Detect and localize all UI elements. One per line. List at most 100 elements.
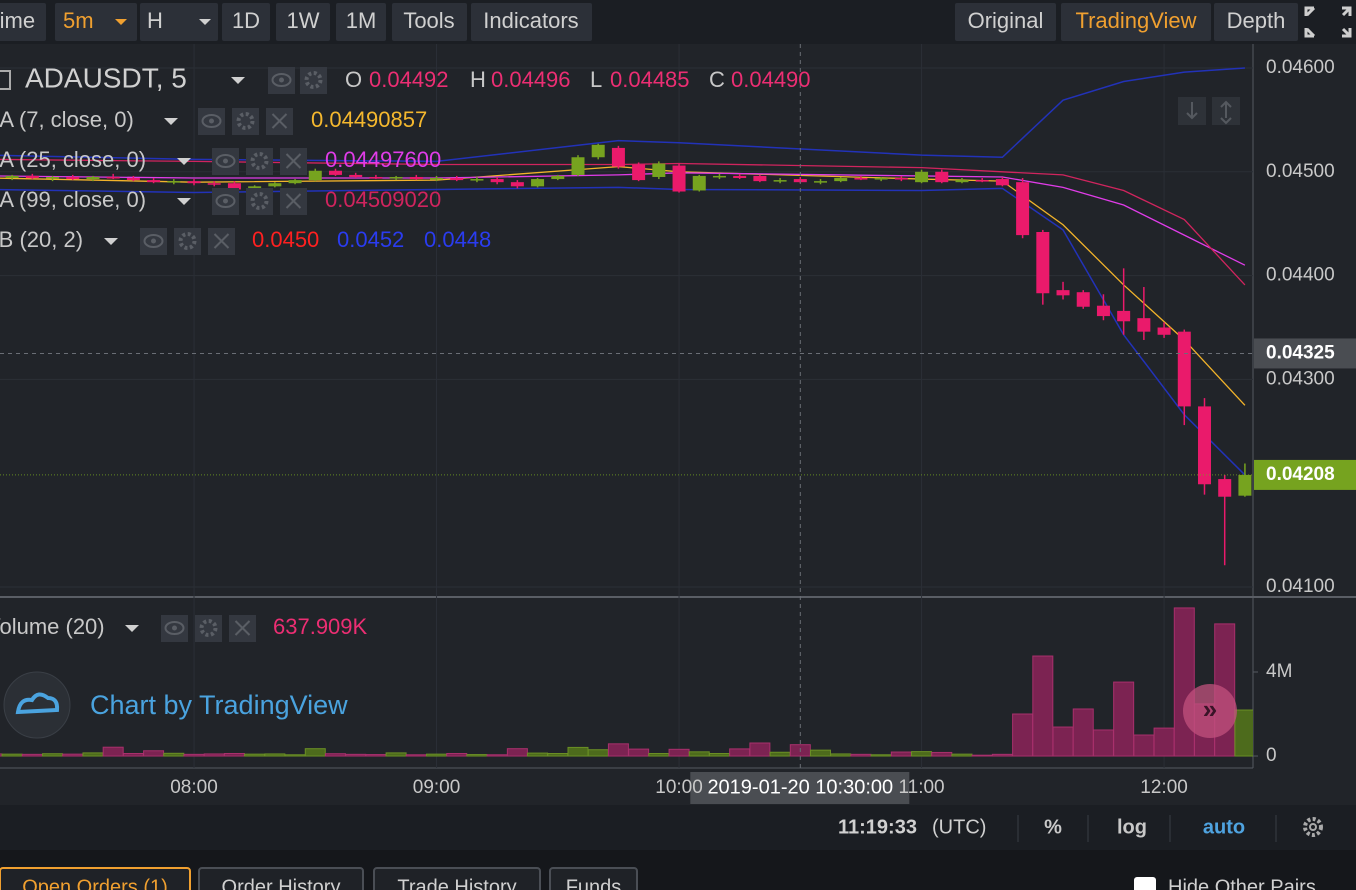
- toolbar-label[interactable]: H: [147, 8, 163, 33]
- hide-pairs-label[interactable]: Hide Other Pairs: [1168, 876, 1316, 890]
- volume-bar: [1012, 713, 1034, 757]
- toolbar-button[interactable]: [222, 3, 270, 41]
- gear-icon: [199, 619, 218, 637]
- legend-button[interactable]: [300, 67, 327, 94]
- candle-body: [611, 147, 625, 167]
- candle-body: [490, 179, 504, 183]
- legend-button[interactable]: [246, 148, 273, 175]
- tab-label[interactable]: Trade History: [397, 876, 516, 890]
- candle-body: [1177, 331, 1191, 407]
- toolbar-label[interactable]: Indicators: [483, 8, 578, 33]
- candle-body: [975, 180, 989, 182]
- y-tick-label: 0.04300: [1266, 368, 1335, 389]
- tab[interactable]: [0, 867, 191, 890]
- dropdown-arrow[interactable]: [177, 198, 191, 205]
- clock: 11:19:33: [838, 816, 917, 838]
- toolbar-button[interactable]: [955, 3, 1056, 41]
- x-tick-label: 10:00: [655, 777, 703, 798]
- candle-body: [531, 179, 545, 187]
- gear-icon: [250, 152, 269, 170]
- crosshair-price-box: [1254, 338, 1356, 369]
- indicator-value: 0.0450: [252, 227, 319, 252]
- legend-button[interactable]: [246, 188, 273, 215]
- symbol: ADAUSDT, 5: [25, 62, 187, 93]
- candle-body: [288, 180, 302, 184]
- dropdown-arrow[interactable]: [231, 77, 245, 84]
- toolbar-button[interactable]: [140, 3, 218, 41]
- tab[interactable]: [549, 867, 638, 890]
- volume-bar: [890, 751, 912, 757]
- candle-body: [66, 176, 80, 180]
- toolbar-label[interactable]: Depth: [1227, 8, 1286, 33]
- toolbar-button[interactable]: [1061, 3, 1211, 41]
- toolbar-label[interactable]: 1D: [232, 8, 260, 33]
- scale-toggle[interactable]: auto: [1203, 816, 1245, 838]
- volume-bar: [971, 754, 993, 757]
- watermark[interactable]: Chart by TradingView: [90, 690, 348, 720]
- legend-button[interactable]: [174, 228, 201, 255]
- toolbar-button[interactable]: [1214, 3, 1298, 41]
- fullscreen-icon[interactable]: [1304, 6, 1352, 38]
- candle-body: [632, 164, 646, 181]
- toolbar-label[interactable]: Original: [968, 8, 1044, 33]
- toolbar-label[interactable]: 5m: [63, 8, 94, 33]
- volume-bar: [466, 754, 488, 757]
- eye-pupil: [209, 118, 214, 124]
- candle-body: [349, 174, 363, 177]
- toolbar-label[interactable]: Tools: [403, 8, 454, 33]
- tab[interactable]: [198, 867, 364, 890]
- checkbox[interactable]: [1134, 877, 1156, 890]
- toolbar-label[interactable]: 1W: [287, 8, 320, 33]
- scroll-button[interactable]: [1183, 684, 1237, 738]
- tab[interactable]: [373, 867, 541, 890]
- eye-icon: [215, 154, 236, 168]
- y-tick-label: 0.04400: [1266, 265, 1335, 286]
- toolbar-label[interactable]: 1M: [346, 8, 377, 33]
- toolbar-label[interactable]: TradingView: [1075, 8, 1196, 33]
- crosshair-time-box: [690, 772, 910, 804]
- eye-icon: [164, 621, 185, 635]
- dropdown-arrow[interactable]: [177, 158, 191, 165]
- toolbar-button[interactable]: [336, 3, 386, 41]
- toolbar-button[interactable]: [55, 3, 137, 41]
- status-bar: [0, 805, 1356, 850]
- toolbar-button[interactable]: [0, 3, 46, 41]
- volume-bar: [345, 753, 367, 757]
- indicator-name: MA (25, close, 0): [0, 147, 146, 172]
- volume-bar: [769, 751, 791, 757]
- dropdown-arrow[interactable]: [125, 625, 139, 632]
- dropdown-arrow: [199, 19, 211, 25]
- candle-body: [591, 144, 605, 158]
- candle-body: [955, 180, 969, 183]
- candle-body: [1218, 479, 1232, 497]
- scale-icons: [1186, 100, 1232, 125]
- x-tick-label: 12:00: [1140, 777, 1188, 798]
- fullscreen-button[interactable]: [1302, 3, 1356, 41]
- candle-body: [652, 163, 666, 177]
- close-icon: [213, 233, 230, 249]
- timezone: (UTC): [932, 816, 986, 838]
- tab-label[interactable]: Open Orders (1): [22, 876, 168, 890]
- volume-bar: [506, 748, 528, 757]
- legend-button[interactable]: [195, 615, 222, 642]
- volume-bar: [688, 751, 710, 757]
- toolbar-button[interactable]: [471, 3, 592, 41]
- toolbar-label[interactable]: Time: [0, 8, 35, 33]
- scale-toggle[interactable]: log: [1117, 816, 1147, 838]
- settings-icon[interactable]: [1303, 817, 1323, 837]
- candle-body: [369, 176, 383, 179]
- tab-label[interactable]: Order History: [222, 876, 341, 890]
- toolbar-button[interactable]: [276, 3, 330, 41]
- dropdown-arrow[interactable]: [104, 238, 118, 245]
- x-tick-label: 08:00: [170, 777, 218, 798]
- dropdown-arrow[interactable]: [164, 118, 178, 125]
- indicator-value: 0.0448: [424, 227, 491, 252]
- toolbar-button[interactable]: [392, 3, 467, 41]
- tab-label[interactable]: Funds: [566, 876, 622, 890]
- legend-button[interactable]: [232, 108, 259, 135]
- ohlc-value: 0.04496: [491, 67, 571, 92]
- volume-bar: [1234, 709, 1253, 757]
- scale-toggle[interactable]: %: [1044, 816, 1062, 838]
- volume-bar: [729, 748, 751, 757]
